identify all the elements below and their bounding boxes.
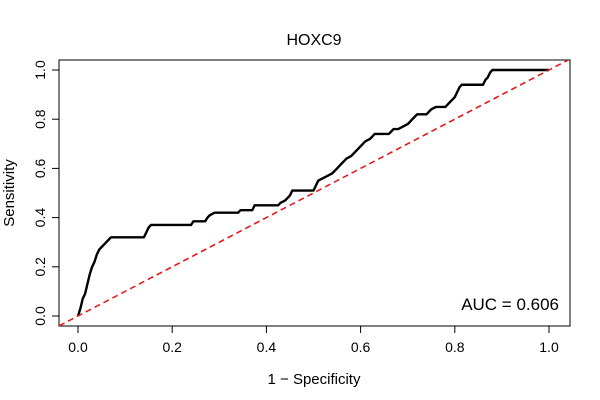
auc-annotation: AUC = 0.606 (461, 295, 559, 314)
x-tick-label: 0.2 (162, 339, 182, 355)
y-tick-label: 0.6 (32, 158, 48, 178)
y-axis: 0.0 0.2 0.4 0.6 0.8 1.0 (32, 60, 60, 326)
series-layer (59, 60, 569, 326)
x-tick-label: 0.0 (68, 339, 88, 355)
x-axis: 0.0 0.2 0.4 0.6 0.8 1.0 (68, 325, 559, 355)
x-tick-label: 0.4 (257, 339, 277, 355)
plot-frame (58, 59, 571, 327)
y-axis-title: Sensitivity (1, 159, 18, 227)
y-tick-label: 1.0 (32, 60, 48, 80)
reference-diagonal-line (59, 60, 569, 326)
x-tick-label: 0.8 (445, 339, 465, 355)
y-tick-label: 0.2 (32, 257, 48, 277)
roc-curve-line (76, 68, 549, 317)
x-axis-title: 1 − Specificity (268, 371, 361, 388)
x-tick-label: 1.0 (539, 339, 559, 355)
y-tick-label: 0.0 (32, 306, 48, 326)
chart-title: HOXC9 (286, 32, 341, 49)
y-tick-label: 0.8 (32, 109, 48, 129)
x-tick-label: 0.6 (351, 339, 371, 355)
y-tick-label: 0.4 (32, 208, 48, 228)
